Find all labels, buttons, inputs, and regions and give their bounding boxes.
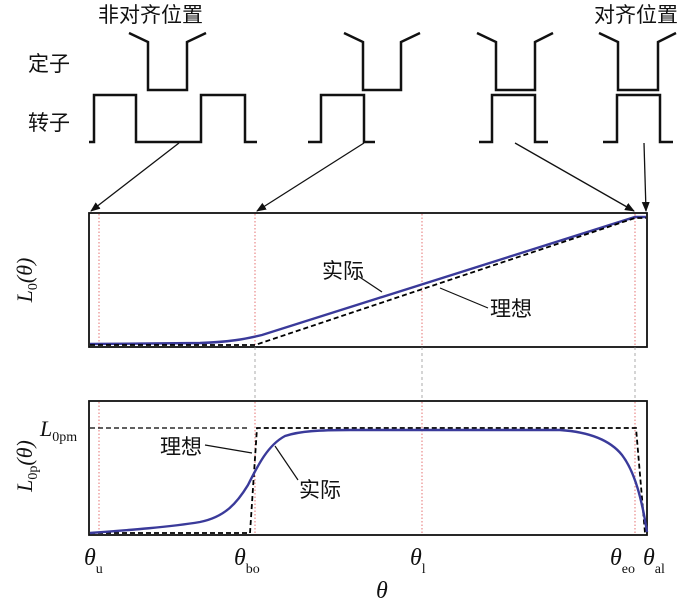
tick-theta-u: θu [84,545,103,577]
bottom-actual-curve [89,428,649,535]
tick-theta-eo: θeo [610,545,635,577]
bottom-ylabel: L0p(θ) [12,440,41,493]
bottom-ideal-curve [90,427,646,534]
x-axis-label: θ [376,578,388,604]
stator-pole-1 [128,31,207,92]
tick-theta-l: θl [410,545,426,577]
misaligned-label: 非对齐位置 [98,3,203,27]
top-actual-label: 实际 [322,259,364,283]
arrow-3 [514,142,635,212]
top-actual-curve [89,215,646,346]
rotor-pole-4 [603,93,673,144]
bottom-ideal-label: 理想 [160,435,202,459]
top-plot-frame [88,212,648,348]
bottom-actual-label: 实际 [299,478,341,502]
level-label: L0pm [39,416,77,445]
connector-lines [254,347,636,401]
arrow-1 [90,142,180,212]
stator-pole-2 [343,31,421,92]
position-markers [98,214,636,534]
stator-pole-3 [476,31,554,92]
tick-theta-bo: θbo [234,545,260,577]
top-ideal-curve [90,217,646,346]
arrow-2 [256,142,365,212]
rotor-poles-1 [89,93,257,144]
rotor-pole-3 [479,93,548,144]
stator-pole-4 [598,31,677,92]
top-ideal-label: 理想 [490,297,532,321]
svg-text:L0p(θ): L0p(θ) [12,440,41,493]
rotor-label: 转子 [28,111,70,135]
stator-label: 定子 [28,52,70,76]
tick-theta-al: θal [643,545,665,577]
bottom-plot-frame [88,400,648,536]
top-ylabel: L0(θ) [12,258,41,304]
arrow-4 [641,142,650,212]
aligned-label: 对齐位置 [594,3,678,27]
svg-text:L0(θ): L0(θ) [12,258,41,304]
pole-sketches [89,31,677,144]
position-arrows [90,142,650,212]
rotor-pole-2 [308,93,375,144]
